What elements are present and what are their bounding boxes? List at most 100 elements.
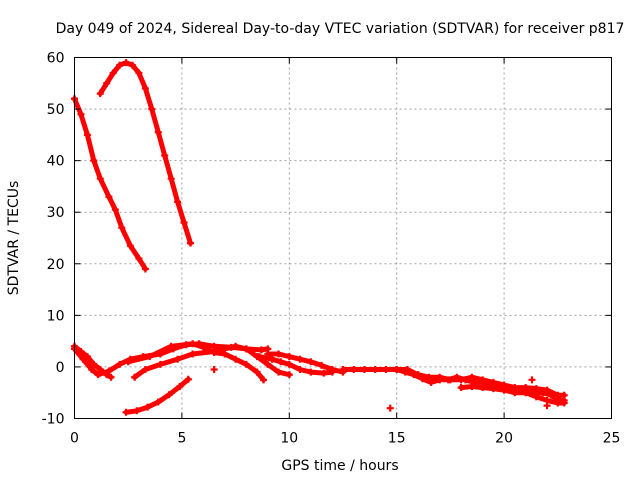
data-point-marker xyxy=(116,61,124,69)
data-point-marker xyxy=(560,391,568,399)
y-tick-label: 10 xyxy=(47,308,65,324)
data-point-marker xyxy=(141,84,149,92)
data-point-marker xyxy=(174,355,182,363)
data-point-marker xyxy=(257,346,265,354)
data-point-marker xyxy=(221,350,229,358)
series-track-descending-1 xyxy=(71,95,149,273)
data-point-marker xyxy=(307,368,315,376)
data-point-marker xyxy=(118,224,126,232)
data-point-marker xyxy=(107,373,115,381)
data-point-marker xyxy=(135,69,143,77)
data-point-marker xyxy=(489,385,497,393)
data-point-marker xyxy=(141,366,149,374)
data-point-marker xyxy=(232,355,240,363)
y-tick-label: 30 xyxy=(47,205,65,221)
data-point-marker xyxy=(382,366,390,374)
data-point-marker xyxy=(83,131,91,139)
data-point-marker xyxy=(285,371,293,379)
data-point-marker xyxy=(180,219,188,227)
data-point-marker xyxy=(554,399,562,407)
y-tick-label: 50 xyxy=(47,102,65,118)
data-point-marker xyxy=(436,373,444,381)
data-point-marker xyxy=(96,90,104,98)
data-point-marker xyxy=(296,355,304,363)
data-point-marker xyxy=(255,353,263,361)
data-point-marker xyxy=(154,128,162,136)
data-point-marker xyxy=(210,347,218,355)
data-point-marker xyxy=(111,206,119,214)
data-point-marker xyxy=(522,389,530,397)
data-point-marker xyxy=(199,343,207,351)
data-point-marker xyxy=(116,360,124,368)
data-point-marker xyxy=(307,358,315,366)
x-tick-label: 5 xyxy=(177,431,186,447)
data-point-marker xyxy=(253,368,261,376)
data-point-marker xyxy=(242,360,250,368)
data-point-marker xyxy=(511,389,519,397)
data-point-marker xyxy=(156,360,164,368)
data-point-marker xyxy=(105,193,113,201)
data-point-marker xyxy=(210,366,218,374)
x-tick-label: 10 xyxy=(280,431,298,447)
data-point-marker xyxy=(468,373,476,381)
x-tick-label: 20 xyxy=(495,431,513,447)
data-point-marker xyxy=(90,157,98,165)
data-point-marker xyxy=(532,385,540,393)
data-point-marker xyxy=(165,391,173,399)
data-point-marker xyxy=(131,373,139,381)
series-trace xyxy=(72,96,148,272)
data-point-marker xyxy=(339,366,347,374)
data-point-marker xyxy=(105,367,113,375)
data-point-marker xyxy=(264,360,272,368)
data-point-marker xyxy=(489,378,497,386)
data-point-marker xyxy=(135,255,143,263)
data-point-marker xyxy=(174,198,182,206)
data-point-marker xyxy=(528,376,536,384)
data-point-marker xyxy=(371,366,379,374)
y-tick-label: 20 xyxy=(47,257,65,273)
data-point-marker xyxy=(103,79,111,87)
data-point-marker xyxy=(532,393,540,401)
data-point-marker xyxy=(560,399,568,407)
data-points xyxy=(71,59,568,416)
data-point-marker xyxy=(543,402,551,410)
data-point-marker xyxy=(446,376,454,384)
series-track-mid-rise xyxy=(131,342,293,381)
x-tick-label: 0 xyxy=(70,431,79,447)
data-point-marker xyxy=(350,366,358,374)
x-tick-label: 25 xyxy=(603,431,621,447)
data-point-marker xyxy=(109,69,117,77)
data-point-marker xyxy=(122,408,130,416)
data-point-marker xyxy=(144,403,152,411)
data-point-marker xyxy=(133,407,141,415)
data-point-marker xyxy=(414,371,422,379)
data-point-marker xyxy=(479,384,487,392)
data-point-marker xyxy=(543,386,551,394)
x-axis-label: GPS time / hours xyxy=(281,458,398,474)
data-point-marker xyxy=(427,378,435,386)
y-tick-label: -10 xyxy=(42,412,65,428)
data-point-marker xyxy=(232,342,240,350)
data-point-marker xyxy=(124,358,132,366)
series-outliers xyxy=(210,366,551,412)
data-point-marker xyxy=(268,355,276,363)
data-point-marker xyxy=(275,368,283,376)
data-point-marker xyxy=(275,350,283,358)
data-point-marker xyxy=(457,376,465,384)
data-point-marker xyxy=(94,371,102,379)
y-tick-label: 60 xyxy=(47,51,65,67)
data-point-marker xyxy=(264,350,272,358)
data-point-marker xyxy=(90,360,98,368)
data-point-marker xyxy=(189,350,197,358)
y-tick-label: 40 xyxy=(47,154,65,170)
data-point-marker xyxy=(161,151,169,159)
data-point-marker xyxy=(141,265,149,273)
data-point-marker xyxy=(500,386,508,394)
axis-ticks: 0 5 10 15 20 25 -10 0 10 20 30 40 50 60 xyxy=(42,51,621,447)
data-point-marker xyxy=(83,353,91,361)
data-point-marker xyxy=(328,366,336,374)
data-point-marker xyxy=(122,59,130,67)
data-point-marker xyxy=(457,384,465,392)
data-point-marker xyxy=(425,373,433,381)
